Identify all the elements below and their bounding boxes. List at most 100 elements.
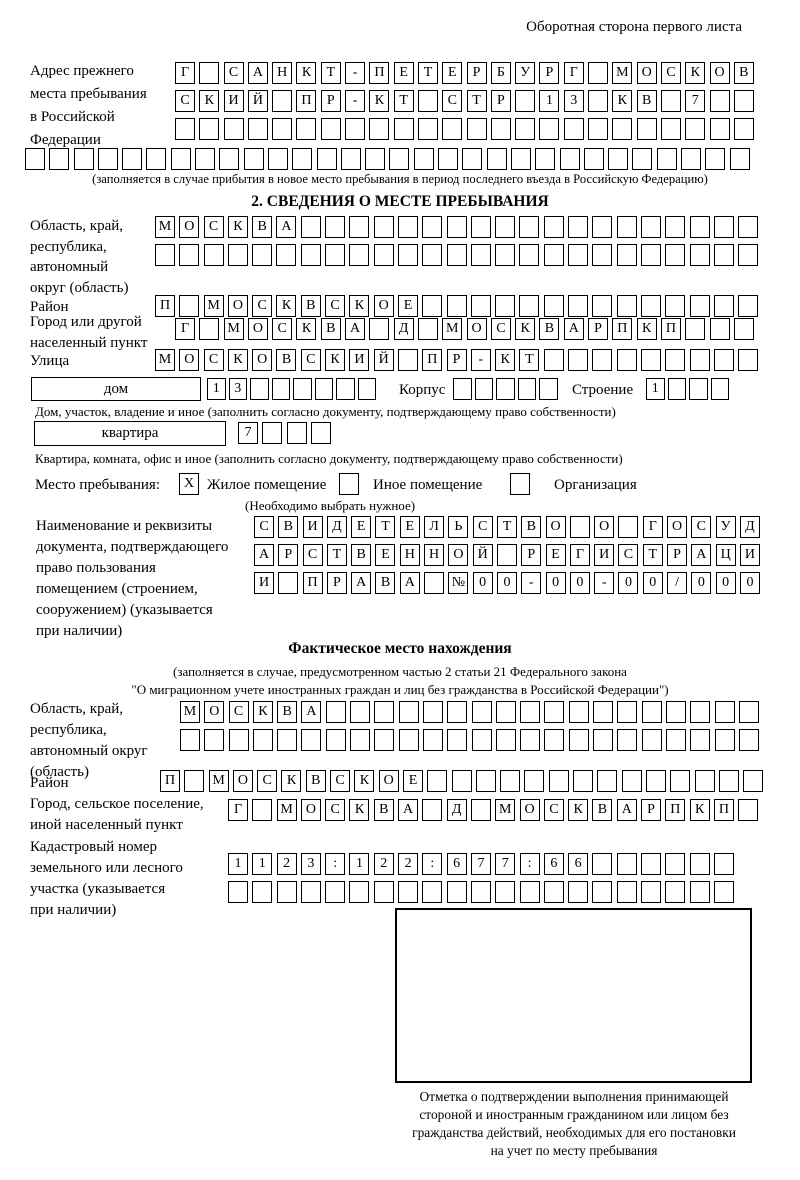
- char-box[interactable]: [252, 799, 273, 821]
- char-box[interactable]: [733, 118, 754, 140]
- char-box[interactable]: [519, 295, 540, 317]
- char-box[interactable]: [296, 118, 317, 140]
- char-box[interactable]: [593, 729, 614, 751]
- char-box[interactable]: №: [448, 572, 469, 594]
- char-box[interactable]: :: [519, 853, 540, 875]
- char-box[interactable]: [300, 216, 321, 238]
- char-box[interactable]: 0: [715, 572, 736, 594]
- char-box[interactable]: [397, 244, 418, 266]
- char-box[interactable]: 0: [618, 572, 639, 594]
- char-box[interactable]: П: [296, 90, 317, 112]
- char-box[interactable]: С: [300, 349, 321, 371]
- char-box[interactable]: [422, 244, 443, 266]
- char-box[interactable]: Р: [539, 62, 560, 84]
- char-box[interactable]: Д: [326, 516, 347, 538]
- char-box[interactable]: [713, 216, 734, 238]
- char-box[interactable]: [179, 244, 200, 266]
- char-box[interactable]: [616, 295, 637, 317]
- char-box[interactable]: [689, 881, 710, 903]
- char-box[interactable]: С: [254, 516, 274, 538]
- char-box[interactable]: С: [257, 770, 278, 792]
- char-box[interactable]: [316, 148, 337, 170]
- char-box[interactable]: В: [276, 349, 297, 371]
- char-box[interactable]: [397, 216, 418, 238]
- char-box[interactable]: [247, 118, 268, 140]
- char-box[interactable]: 0: [642, 572, 663, 594]
- char-box[interactable]: У: [515, 62, 536, 84]
- char-box[interactable]: [470, 295, 491, 317]
- char-box[interactable]: К: [325, 349, 346, 371]
- char-box[interactable]: [417, 90, 438, 112]
- char-box[interactable]: [170, 148, 191, 170]
- char-box[interactable]: [25, 148, 45, 170]
- char-box[interactable]: [520, 729, 541, 751]
- char-box[interactable]: В: [300, 295, 321, 317]
- char-box[interactable]: [340, 148, 361, 170]
- char-box[interactable]: П: [160, 770, 180, 792]
- char-box[interactable]: А: [301, 701, 322, 723]
- char-box[interactable]: Р: [641, 799, 662, 821]
- char-box[interactable]: [175, 118, 195, 140]
- char-box[interactable]: Т: [393, 90, 414, 112]
- char-box[interactable]: Ь: [448, 516, 469, 538]
- char-box[interactable]: К: [296, 318, 317, 340]
- char-box[interactable]: 7: [470, 853, 491, 875]
- char-box[interactable]: [271, 378, 290, 400]
- char-box[interactable]: С: [272, 318, 293, 340]
- char-box[interactable]: [228, 881, 248, 903]
- confirmation-stamp-box[interactable]: [395, 908, 752, 1083]
- char-box[interactable]: 0: [691, 572, 712, 594]
- char-box[interactable]: К: [281, 770, 302, 792]
- char-box[interactable]: [714, 701, 735, 723]
- char-box[interactable]: Е: [393, 62, 414, 84]
- char-box[interactable]: [568, 244, 589, 266]
- char-box[interactable]: 6: [446, 853, 467, 875]
- char-box[interactable]: [665, 881, 686, 903]
- char-box[interactable]: [389, 148, 410, 170]
- char-box[interactable]: С: [175, 90, 195, 112]
- char-box[interactable]: [583, 148, 604, 170]
- char-box[interactable]: С: [660, 62, 681, 84]
- char-box[interactable]: П: [155, 295, 175, 317]
- char-box[interactable]: С: [490, 318, 511, 340]
- char-box[interactable]: О: [636, 62, 657, 84]
- char-box[interactable]: В: [521, 516, 542, 538]
- char-box[interactable]: 0: [739, 572, 760, 594]
- char-box[interactable]: [689, 244, 710, 266]
- char-box[interactable]: [656, 148, 677, 170]
- char-box[interactable]: [195, 148, 216, 170]
- char-box[interactable]: [519, 244, 540, 266]
- char-box[interactable]: [718, 770, 739, 792]
- char-box[interactable]: [325, 881, 346, 903]
- char-box[interactable]: [729, 148, 750, 170]
- char-box[interactable]: 2: [276, 853, 297, 875]
- char-box[interactable]: К: [252, 701, 273, 723]
- char-box[interactable]: П: [612, 318, 633, 340]
- char-box[interactable]: О: [545, 516, 566, 538]
- char-box[interactable]: [544, 729, 565, 751]
- char-box[interactable]: [97, 148, 118, 170]
- char-box[interactable]: [471, 729, 492, 751]
- char-box[interactable]: [292, 148, 313, 170]
- char-box[interactable]: [369, 118, 390, 140]
- char-box[interactable]: 7: [495, 853, 516, 875]
- char-box[interactable]: [713, 244, 734, 266]
- char-box[interactable]: [336, 378, 355, 400]
- char-box[interactable]: М: [612, 62, 633, 84]
- char-box[interactable]: -: [594, 572, 615, 594]
- char-box[interactable]: [665, 349, 686, 371]
- char-box[interactable]: К: [636, 318, 657, 340]
- char-box[interactable]: [73, 148, 94, 170]
- char-box[interactable]: [705, 148, 726, 170]
- char-box[interactable]: [442, 118, 463, 140]
- char-box[interactable]: Р: [588, 318, 609, 340]
- char-box[interactable]: [694, 770, 715, 792]
- char-box[interactable]: [616, 853, 637, 875]
- char-box[interactable]: О: [247, 318, 268, 340]
- char-box[interactable]: [397, 349, 418, 371]
- char-box[interactable]: И: [594, 544, 615, 566]
- char-box[interactable]: [738, 244, 759, 266]
- char-box[interactable]: [593, 701, 614, 723]
- char-box[interactable]: [641, 881, 662, 903]
- char-box[interactable]: [544, 701, 565, 723]
